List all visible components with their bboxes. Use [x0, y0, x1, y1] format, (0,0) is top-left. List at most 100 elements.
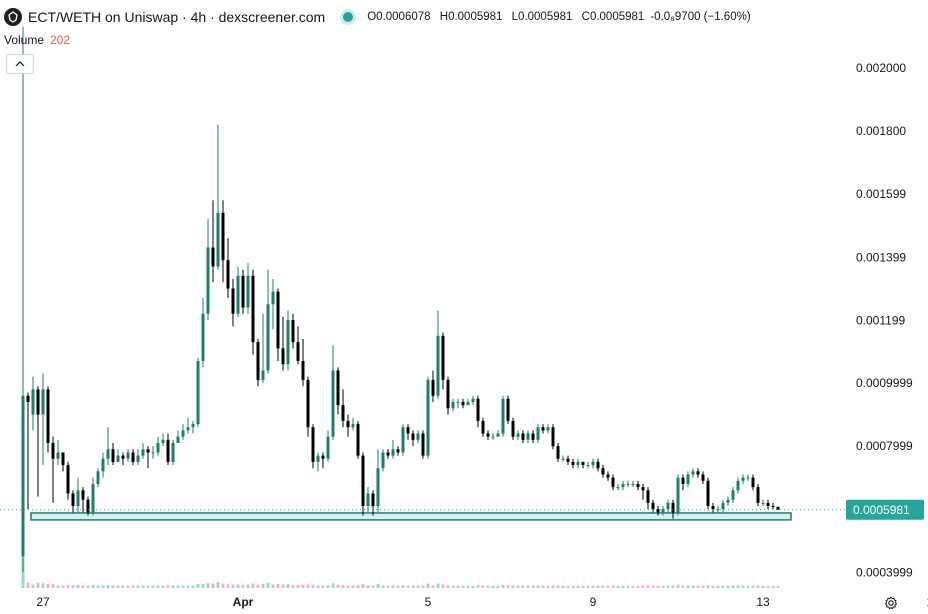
volume-bar — [686, 585, 690, 588]
volume-bar — [486, 585, 490, 588]
time-axis[interactable]: 27Apr5913172227 — [36, 595, 928, 609]
candle-body — [521, 433, 525, 440]
volume-bar — [556, 585, 560, 588]
candle-body — [301, 361, 305, 380]
volume-bar — [731, 585, 735, 588]
candle-body — [121, 455, 125, 459]
candle-body — [46, 389, 50, 443]
volume-bar — [756, 585, 760, 588]
candle-body — [276, 291, 280, 349]
dexscreener-logo-icon — [4, 8, 22, 26]
volume-bar — [216, 581, 220, 588]
volume-bar — [631, 585, 635, 588]
candle-body — [626, 483, 630, 485]
volume-bar — [316, 585, 320, 588]
volume-bars — [21, 558, 780, 588]
volume-bar — [736, 585, 740, 588]
volume-bar — [241, 584, 245, 588]
candle-body — [366, 493, 370, 507]
candle-body — [696, 471, 700, 475]
volume-bar — [331, 583, 335, 588]
volume-bar — [606, 585, 610, 588]
candle-body — [656, 509, 660, 513]
volume-bar — [741, 585, 745, 588]
support-zone[interactable] — [30, 512, 792, 521]
price-axis[interactable]: 0.002000 0.001800 0.001599 0.001399 0.001199… — [856, 61, 913, 579]
candle-body — [761, 502, 765, 504]
volume-bar — [76, 585, 80, 588]
candle-body — [431, 379, 435, 396]
candle-body — [31, 389, 35, 415]
candle-body — [541, 427, 545, 431]
candle-body — [731, 490, 735, 500]
volume-bar — [721, 585, 725, 588]
volume-bar — [451, 585, 455, 588]
volume-bar — [341, 584, 345, 588]
candle-body — [96, 471, 100, 484]
candle-body — [596, 461, 600, 469]
candle-body — [396, 449, 400, 453]
y-tick-label: 0.001399 — [856, 250, 906, 264]
volume-bar — [771, 585, 775, 588]
volume-bar — [276, 583, 280, 588]
candle-body — [26, 395, 30, 402]
candle-body — [386, 452, 390, 456]
candle-body — [536, 427, 540, 440]
volume-bar — [86, 585, 90, 588]
volume-bar — [251, 583, 255, 588]
candle-body — [236, 275, 240, 314]
volume-bar — [646, 585, 650, 588]
volume-bar — [426, 583, 430, 588]
candle-body — [771, 506, 775, 508]
chevron-up-icon — [15, 61, 25, 67]
volume-bar — [651, 585, 655, 588]
volume-legend: Volume 202 — [4, 33, 70, 47]
volume-bar — [171, 585, 175, 588]
candle-body — [86, 499, 90, 513]
volume-bar — [111, 585, 115, 588]
volume-bar — [551, 585, 555, 588]
volume-bar — [476, 585, 480, 588]
chart-settings-button[interactable] — [882, 594, 900, 612]
candle-body — [451, 402, 455, 409]
candle-body — [636, 483, 640, 488]
x-tick-label: 5 — [425, 595, 432, 609]
low-value: 0.0005981 — [518, 11, 573, 23]
candle-body — [171, 442, 175, 462]
candle-body — [151, 452, 155, 454]
candle-body — [776, 506, 780, 510]
candle-body — [211, 247, 215, 267]
candle-body — [136, 455, 140, 462]
volume-bar — [656, 585, 660, 588]
candle-body — [116, 455, 120, 462]
support-zone-rect[interactable] — [30, 512, 792, 521]
volume-bar — [156, 585, 160, 588]
volume-bar — [206, 583, 210, 588]
volume-bar — [36, 582, 40, 588]
volume-bar — [351, 585, 355, 588]
volume-bar — [226, 584, 230, 588]
volume-bar — [696, 585, 700, 588]
candle-body — [181, 430, 185, 437]
candle-body — [546, 427, 550, 431]
candle-body — [671, 502, 675, 513]
candle-body — [131, 452, 135, 462]
symbol-title[interactable]: ECT/WETH on Uniswap · 4h · dexscreener.c… — [28, 9, 326, 25]
candle-body — [286, 320, 290, 365]
last-price-badge: 0.0005981 — [846, 499, 924, 520]
volume-bar — [521, 585, 525, 588]
volume-bar — [441, 584, 445, 588]
candle-body — [21, 395, 25, 557]
volume-bar — [541, 585, 545, 588]
volume-bar — [201, 584, 205, 588]
volume-bar — [376, 584, 380, 588]
candle-body — [736, 480, 740, 491]
volume-bar — [511, 585, 515, 588]
collapse-legend-button[interactable] — [6, 54, 34, 74]
volume-bar — [166, 585, 170, 588]
volume-bar — [181, 585, 185, 588]
candle-body — [311, 427, 315, 462]
volume-bar — [691, 585, 695, 588]
volume-bar — [311, 584, 315, 588]
